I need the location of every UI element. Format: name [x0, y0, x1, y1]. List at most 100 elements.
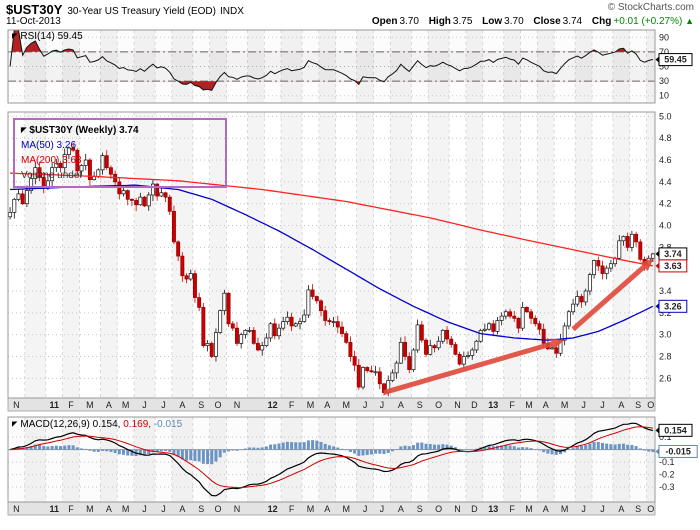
macd-hist-bar: [407, 446, 411, 450]
svg-text:O: O: [647, 504, 654, 514]
panel-marker-icon: ◤: [12, 421, 18, 428]
svg-text:N: N: [234, 504, 241, 514]
ticker-symbol: $UST30Y: [6, 2, 63, 17]
macd-hist-bar: [180, 449, 184, 460]
macd-hist-bar: [96, 449, 100, 452]
macd-hist-bar: [302, 442, 306, 450]
price-flag: [658, 444, 698, 458]
svg-text:J: J: [600, 504, 605, 514]
macd-hist-bar: [542, 449, 546, 453]
macd-hist-bar: [621, 443, 625, 450]
legend-ma200: MA(200) 3.63: [21, 155, 82, 166]
legend-volume: Volume undef: [21, 170, 83, 181]
macd-hist-bar: [500, 445, 504, 450]
month-stripe: [281, 417, 303, 502]
svg-text:A: A: [398, 400, 404, 410]
panel-marker-icon: ◤: [21, 127, 27, 134]
month-stripe: [209, 112, 227, 398]
macd-hist-bar: [369, 449, 373, 455]
macd-signal-line: [10, 426, 653, 489]
svg-text:A: A: [618, 400, 624, 410]
month-stripe: [318, 112, 336, 398]
macd-hist-bar: [88, 449, 92, 451]
month-stripe: [465, 417, 483, 502]
macd-hist-bar: [642, 449, 646, 451]
month-stripe: [503, 112, 521, 398]
svg-text:0.1: 0.1: [659, 432, 672, 442]
macd-hist-bar: [571, 448, 575, 450]
svg-text:A: A: [543, 504, 549, 514]
macd-hist-bar: [269, 444, 273, 450]
macd-hist-bar: [323, 443, 327, 450]
macd-hist-bar: [487, 445, 491, 450]
macd-hist-bar: [344, 449, 348, 451]
svg-text:F: F: [509, 504, 515, 514]
trend-arrow: [383, 341, 553, 395]
high-label: High: [428, 16, 451, 27]
svg-text:N: N: [234, 400, 241, 410]
svg-text:M: M: [342, 504, 350, 514]
macd-hist-bar: [172, 449, 176, 455]
macd-hist-bar: [395, 449, 399, 450]
svg-text:N: N: [454, 400, 461, 410]
macd-hist-bar: [332, 446, 336, 450]
month-stripe: [100, 112, 118, 398]
month-stripe: [503, 417, 521, 502]
macd-hist-bar: [592, 442, 596, 450]
chart-title: 30-Year US Treasury Yield (EOD): [67, 6, 216, 17]
macd-hist-bar: [462, 449, 466, 450]
svg-text:S: S: [635, 504, 641, 514]
svg-text:A: A: [179, 504, 185, 514]
svg-text:-0.015: -0.015: [665, 446, 691, 456]
chg-value: +0.01 (+0.27%): [613, 16, 683, 27]
svg-text:59.45: 59.45: [664, 55, 687, 65]
macd-hist-bar: [54, 445, 58, 450]
macd-hist-bar: [458, 448, 462, 450]
svg-text:J: J: [380, 504, 385, 514]
svg-text:S: S: [417, 504, 423, 514]
macd-hist-bar: [33, 444, 37, 450]
macd-hist-bar: [25, 447, 29, 450]
macd-hist-bar: [206, 449, 210, 465]
month-stripe: [390, 417, 412, 502]
svg-text:13: 13: [488, 504, 498, 514]
price-flag: [658, 53, 693, 67]
month-stripe: [428, 112, 450, 398]
month-stripe: [465, 112, 483, 398]
macd-hist-bar: [176, 449, 180, 457]
svg-text:J: J: [581, 504, 586, 514]
macd-hist-bar: [630, 444, 634, 450]
legend-symbol-row: ◤ $UST30Y (Weekly) 3.74: [21, 123, 219, 138]
macd-hist-bar: [512, 446, 516, 450]
annotation-arrows: [383, 258, 654, 395]
svg-text:J: J: [380, 400, 385, 410]
chart-legend: ◤ $UST30Y (Weekly) 3.74 MA(50) 3.26 MA(20…: [13, 118, 227, 188]
macd-hist-bar: [617, 443, 621, 450]
macd-hist-bar: [59, 446, 63, 450]
ma200-line: [10, 172, 654, 267]
month-stripe: [62, 30, 80, 103]
svg-text:10: 10: [659, 91, 669, 101]
macd-hist-bar: [605, 443, 609, 450]
svg-text:S: S: [417, 400, 423, 410]
macd-hist-bar: [126, 449, 130, 456]
svg-text:M: M: [561, 400, 569, 410]
macd-hist-bar: [357, 449, 361, 456]
macd-hist-bar: [546, 449, 550, 454]
macd-hist-bar: [525, 447, 529, 450]
macd-hist-bar: [109, 449, 113, 452]
svg-text:-0.3: -0.3: [659, 482, 675, 492]
chart-header: $UST30Y 30-Year US Treasury Yield (EOD) IN…: [6, 2, 694, 17]
month-stripe: [281, 112, 303, 398]
svg-text:4.2: 4.2: [659, 199, 672, 209]
svg-text:J: J: [161, 400, 166, 410]
month-stripe: [247, 112, 265, 398]
svg-text:J: J: [581, 400, 586, 410]
chart-date: 11-Oct-2013: [6, 16, 61, 27]
macd-hist-bar: [563, 449, 567, 453]
svg-text:M: M: [307, 400, 315, 410]
macd-hist-bar: [159, 449, 163, 452]
macd-hist-bar: [84, 448, 88, 450]
month-stripe: [24, 417, 46, 502]
